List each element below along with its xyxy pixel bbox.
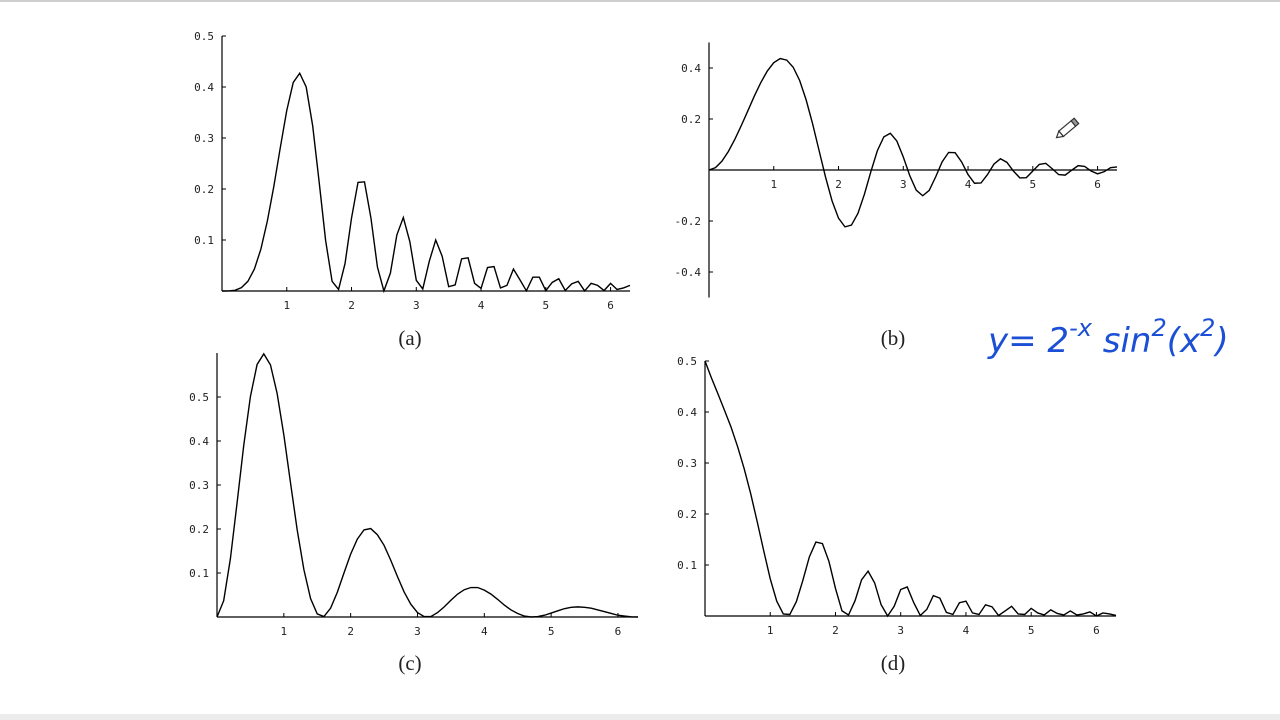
y-tick-label: 0.2 bbox=[681, 113, 701, 126]
plot: 1 2 3 4 5 6 -0.4 -0.2 0.2 0.4 (b) bbox=[675, 42, 1118, 350]
y-tick-label: 0.1 bbox=[677, 559, 697, 572]
x-tick-label: 3 bbox=[897, 624, 904, 637]
x-tick-label: 1 bbox=[281, 625, 288, 638]
y-tick-label: 0.5 bbox=[194, 30, 214, 43]
y-tick-label: 0.3 bbox=[194, 132, 214, 145]
y-tick-label: 0.1 bbox=[189, 567, 209, 580]
caption: (b) bbox=[881, 326, 906, 350]
y-tick-label: -0.4 bbox=[675, 266, 702, 279]
y-tick-label: 0.2 bbox=[189, 523, 209, 536]
x-tick-label: 3 bbox=[900, 178, 907, 191]
plot: 1 2 3 4 5 6 0.1 0.2 0.3 0.4 0.5 (a) bbox=[194, 30, 631, 350]
curve bbox=[704, 360, 1117, 618]
curve bbox=[216, 352, 639, 618]
y-tick-label: 0.2 bbox=[677, 508, 697, 521]
y-tick-label: 0.5 bbox=[189, 391, 209, 404]
x-tick-label: 2 bbox=[835, 178, 842, 191]
x-tick-label: 5 bbox=[1028, 624, 1035, 637]
x-tick-label: 1 bbox=[770, 178, 777, 191]
x-tick-label: 5 bbox=[548, 625, 555, 638]
x-tick-label: 1 bbox=[283, 299, 290, 312]
y-tick-label: 0.4 bbox=[681, 62, 701, 75]
y-tick-label: 0.4 bbox=[677, 406, 697, 419]
x-tick-label: 2 bbox=[348, 299, 355, 312]
y-tick-label: 0.4 bbox=[189, 435, 209, 448]
pencil-cursor bbox=[1055, 117, 1080, 139]
curve bbox=[221, 71, 631, 294]
superscript: 2 bbox=[1200, 314, 1215, 342]
plot: 1 2 3 4 5 6 0.1 0.2 0.3 0.4 0.5 (c) bbox=[189, 352, 639, 675]
x-tick-label: 2 bbox=[832, 624, 839, 637]
formula-part: (x bbox=[1167, 321, 1201, 361]
x-tick-label: 2 bbox=[347, 625, 354, 638]
y-tick-label: 0.5 bbox=[677, 355, 697, 368]
formula-part: y= 2 bbox=[987, 321, 1069, 361]
superscript: -x bbox=[1069, 314, 1093, 342]
handwritten-formula: y= 2-x sin2(x2) bbox=[987, 314, 1229, 361]
x-tick-label: 6 bbox=[1094, 178, 1101, 191]
y-tick-label: -0.2 bbox=[675, 215, 702, 228]
bottom-bar bbox=[0, 714, 1280, 720]
x-tick-label: 4 bbox=[965, 178, 972, 191]
x-tick-label: 4 bbox=[481, 625, 488, 638]
y-tick-label: 0.3 bbox=[677, 457, 697, 470]
x-tick-label: 4 bbox=[478, 299, 485, 312]
x-tick-label: 4 bbox=[963, 624, 970, 637]
x-tick-label: 3 bbox=[413, 299, 420, 312]
x-tick-label: 6 bbox=[615, 625, 622, 638]
y-tick-label: 0.2 bbox=[194, 183, 214, 196]
y-tick-label: 0.3 bbox=[189, 479, 209, 492]
x-tick-label: 6 bbox=[1093, 624, 1100, 637]
curve bbox=[708, 57, 1118, 228]
caption: (d) bbox=[881, 651, 906, 675]
superscript: 2 bbox=[1151, 314, 1166, 342]
x-tick-label: 1 bbox=[767, 624, 774, 637]
formula-part: ) bbox=[1212, 321, 1228, 361]
plot: 1 2 3 4 5 6 0.1 0.2 0.3 0.4 0.5 (d) bbox=[677, 355, 1117, 675]
y-tick-label: 0.1 bbox=[194, 234, 214, 247]
x-tick-label: 3 bbox=[414, 625, 421, 638]
caption: (c) bbox=[398, 651, 421, 675]
x-tick-label: 5 bbox=[1029, 178, 1036, 191]
x-tick-label: 5 bbox=[542, 299, 549, 312]
y-tick-label: 0.4 bbox=[194, 81, 214, 94]
formula-part: sin bbox=[1092, 321, 1152, 361]
caption: (a) bbox=[398, 326, 421, 350]
x-tick-label: 6 bbox=[607, 299, 614, 312]
